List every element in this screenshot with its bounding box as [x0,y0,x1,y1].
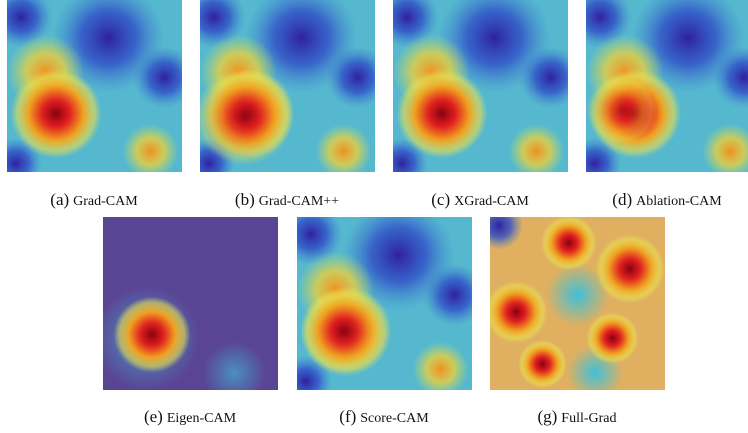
panel-caption: Score-CAM [360,411,428,426]
panel-caption: Ablation-CAM [636,194,722,209]
panel-label: (a) [50,190,69,209]
caption: (a) Grad-CAM [0,190,194,210]
panel-label: (e) [144,407,163,426]
panel-label: (b) [235,190,255,209]
heatmap-image [183,0,390,189]
caption: (g) Full-Grad [477,407,677,427]
heatmap-image [568,0,748,189]
heatmap-image [376,0,583,189]
panel-label: (f) [339,407,356,426]
caption: (e) Eigen-CAM [90,407,290,427]
figure-page: (a) Grad-CAM(b) Grad-CAM++(c) XGrad-CAM(… [0,0,748,433]
panel-caption: XGrad-CAM [454,194,529,209]
panel-caption: Grad-CAM++ [259,194,339,209]
panel-label: (d) [612,190,632,209]
heatmap-image [94,217,278,404]
caption: (f) Score-CAM [284,407,484,427]
caption: (d) Ablation-CAM [567,190,748,210]
caption: (c) XGrad-CAM [380,190,580,210]
panel-caption: Eigen-CAM [167,411,236,426]
heatmap-image [280,200,487,408]
heatmap-image [474,201,665,400]
panel-caption: Full-Grad [561,411,616,426]
panel-caption: Grad-CAM [73,194,138,209]
caption: (b) Grad-CAM++ [187,190,387,210]
panel-label: (g) [537,407,557,426]
figure [0,0,748,433]
heatmap-image [0,0,196,189]
panel-label: (c) [431,190,450,209]
